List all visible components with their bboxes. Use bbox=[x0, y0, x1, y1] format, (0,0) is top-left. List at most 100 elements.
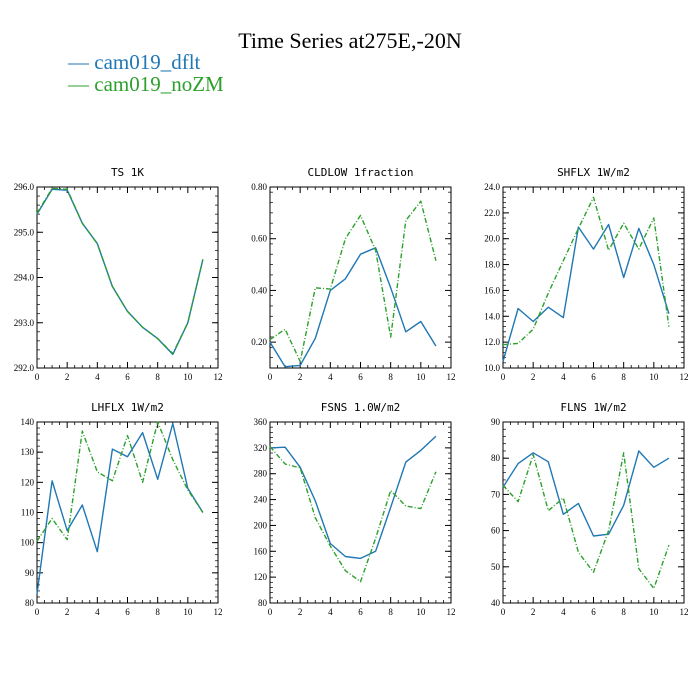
plot-frame bbox=[269, 186, 452, 369]
panel-title: SHFLX 1W/m2 bbox=[557, 166, 630, 179]
x-tick-label: 2 bbox=[531, 607, 536, 617]
chart-panel-5: FSNS 1.0W/m2 0 2 4 6 8 10 12 80 120 160 200 240 280 32… bbox=[254, 401, 456, 617]
y-tick-label: 80 bbox=[25, 598, 35, 608]
y-tick-label: 70 bbox=[491, 489, 501, 499]
x-tick-label: 4 bbox=[95, 607, 100, 617]
x-tick-label: 0 bbox=[35, 372, 40, 382]
x-tick-label: 2 bbox=[65, 607, 70, 617]
x-tick-label: 2 bbox=[531, 372, 536, 382]
y-tick-label: 40 bbox=[491, 598, 501, 608]
chart-panel-2: CLDLOW 1fraction 0 2 4 6 8 10 12 0.20 0.40 0.60 0.8… bbox=[251, 166, 455, 382]
y-tick-label: 0.80 bbox=[251, 182, 267, 192]
x-tick-label: 2 bbox=[65, 372, 70, 382]
series-line-nozm bbox=[269, 446, 437, 583]
y-tick-label: 200 bbox=[254, 520, 268, 530]
x-tick-label: 6 bbox=[125, 372, 130, 382]
y-tick-label: 18.0 bbox=[484, 260, 500, 270]
x-tick-label: 10 bbox=[416, 607, 426, 617]
panel-title: FSNS 1.0W/m2 bbox=[321, 401, 400, 414]
series-line-dflt bbox=[269, 247, 437, 368]
x-tick-label: 0 bbox=[268, 372, 273, 382]
x-tick-label: 8 bbox=[155, 607, 160, 617]
y-tick-label: 0.20 bbox=[251, 337, 267, 347]
y-tick-label: 24.0 bbox=[484, 182, 500, 192]
chart-panel-6: FLNS 1W/m2 0 2 4 6 8 10 12 40 50 60 70 80 90 bbox=[491, 401, 689, 617]
y-tick-label: 110 bbox=[21, 508, 35, 518]
y-tick-label: 120 bbox=[254, 572, 268, 582]
legend-line-nozm: — bbox=[68, 72, 89, 96]
chart-panel-1: TS 1K 0 2 4 6 8 10 12 292.0 293.0 294.0 295.0 296.0 bbox=[14, 166, 223, 382]
x-tick-label: 12 bbox=[214, 372, 223, 382]
x-tick-label: 4 bbox=[328, 372, 333, 382]
y-tick-label: 22.0 bbox=[484, 208, 500, 218]
legend-entry-nozm: — cam019_noZM bbox=[68, 72, 224, 97]
y-tick-label: 240 bbox=[254, 495, 268, 505]
plot-frame bbox=[269, 421, 452, 604]
y-tick-label: 12.0 bbox=[484, 337, 500, 347]
series-line-dflt bbox=[36, 188, 204, 356]
series-line-nozm bbox=[269, 200, 437, 363]
y-tick-label: 16.0 bbox=[484, 285, 500, 295]
y-tick-label: 90 bbox=[491, 417, 501, 427]
y-tick-label: 0.40 bbox=[251, 285, 267, 295]
y-tick-label: 14.0 bbox=[484, 311, 500, 321]
y-tick-label: 0.60 bbox=[251, 234, 267, 244]
x-tick-label: 8 bbox=[388, 372, 393, 382]
panel-title: FLNS 1W/m2 bbox=[560, 401, 626, 414]
x-tick-label: 0 bbox=[501, 372, 506, 382]
x-tick-label: 10 bbox=[183, 607, 193, 617]
panel-title: LHFLX 1W/m2 bbox=[91, 401, 164, 414]
y-tick-label: 130 bbox=[21, 447, 35, 457]
x-tick-label: 8 bbox=[388, 607, 393, 617]
x-tick-label: 12 bbox=[680, 607, 689, 617]
x-tick-label: 10 bbox=[649, 607, 659, 617]
x-tick-label: 12 bbox=[447, 607, 456, 617]
x-tick-label: 8 bbox=[621, 607, 626, 617]
x-tick-label: 12 bbox=[680, 372, 689, 382]
x-tick-label: 10 bbox=[649, 372, 659, 382]
y-tick-label: 60 bbox=[491, 526, 501, 536]
x-tick-label: 4 bbox=[95, 372, 100, 382]
chart-panel-3: SHFLX 1W/m2 0 2 4 6 8 10 12 10.0 12.0 14.0 16.0 18.0… bbox=[484, 166, 688, 382]
series-line-nozm bbox=[36, 187, 204, 355]
series-line-dflt bbox=[502, 223, 670, 362]
legend-label-nozm: cam019_noZM bbox=[94, 72, 224, 96]
series-line-nozm bbox=[502, 196, 670, 346]
x-tick-label: 6 bbox=[358, 372, 363, 382]
y-tick-label: 90 bbox=[25, 568, 35, 578]
plot-frame bbox=[502, 421, 685, 604]
x-tick-label: 0 bbox=[35, 607, 40, 617]
page-title: Time Series at275E,-20N bbox=[238, 28, 462, 53]
x-tick-label: 2 bbox=[298, 372, 303, 382]
y-tick-label: 20.0 bbox=[484, 234, 500, 244]
x-tick-label: 10 bbox=[416, 372, 426, 382]
legend-entry-dflt: — cam019_dflt bbox=[68, 50, 200, 75]
plot-frame bbox=[502, 186, 685, 369]
x-tick-label: 8 bbox=[621, 372, 626, 382]
y-tick-label: 296.0 bbox=[14, 182, 35, 192]
y-tick-label: 360 bbox=[254, 417, 268, 427]
legend-line-dflt: — bbox=[68, 50, 89, 74]
y-tick-label: 120 bbox=[21, 477, 35, 487]
y-tick-label: 280 bbox=[254, 469, 268, 479]
legend-label-dflt: cam019_dflt bbox=[94, 50, 201, 74]
y-tick-label: 292.0 bbox=[14, 363, 35, 373]
y-tick-label: 294.0 bbox=[14, 273, 35, 283]
panel-title: CLDLOW 1fraction bbox=[308, 166, 414, 179]
y-tick-label: 293.0 bbox=[14, 318, 35, 328]
series-line-dflt bbox=[36, 422, 204, 595]
x-tick-label: 6 bbox=[591, 607, 596, 617]
y-tick-label: 160 bbox=[254, 546, 268, 556]
plot-frame bbox=[36, 421, 219, 604]
panel-title: TS 1K bbox=[111, 166, 144, 179]
x-tick-label: 8 bbox=[155, 372, 160, 382]
y-tick-label: 140 bbox=[21, 417, 35, 427]
series-line-nozm bbox=[36, 421, 204, 542]
x-tick-label: 6 bbox=[591, 372, 596, 382]
y-tick-label: 50 bbox=[491, 562, 501, 572]
y-tick-label: 10.0 bbox=[484, 363, 500, 373]
y-tick-label: 295.0 bbox=[14, 227, 35, 237]
x-tick-label: 6 bbox=[125, 607, 130, 617]
x-tick-label: 12 bbox=[447, 372, 456, 382]
